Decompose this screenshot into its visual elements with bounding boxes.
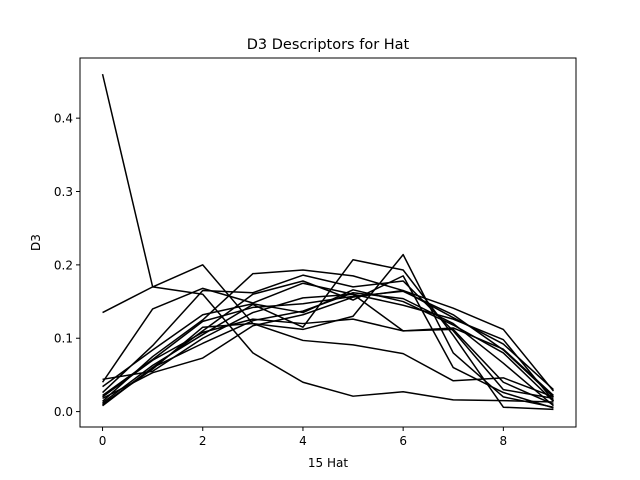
- y-tick-label: 0.0: [54, 405, 73, 419]
- y-tick-label: 0.2: [54, 258, 73, 272]
- x-axis-title: 15 Hat: [308, 456, 348, 470]
- series-line-8: [102, 289, 555, 400]
- series-line-5: [102, 269, 554, 402]
- series-line-14: [102, 292, 554, 407]
- y-axis-title: D3: [29, 234, 43, 251]
- y-tick-label: 0.3: [54, 185, 73, 199]
- y-tick-label: 0.4: [54, 112, 73, 126]
- series-line-6: [102, 274, 554, 400]
- x-tick-label: 0: [99, 434, 107, 448]
- series-layer: [101, 73, 555, 411]
- series-line-13: [102, 290, 554, 398]
- x-tick-label: 4: [299, 434, 307, 448]
- series-line-7: [102, 253, 554, 408]
- series-line-1: [101, 73, 554, 403]
- series-line-12: [102, 258, 554, 411]
- chart-title: D3 Descriptors for Hat: [247, 37, 410, 53]
- y-tick-label: 0.1: [54, 332, 73, 346]
- x-tick-label: 2: [199, 434, 207, 448]
- series-line-11: [102, 318, 554, 398]
- plot-area-frame: [79, 57, 577, 428]
- series-line-3: [101, 282, 554, 405]
- x-tick-label: 8: [500, 434, 508, 448]
- x-tick-label: 6: [399, 434, 407, 448]
- ticks-layer: 0 2 4 6 8 0.0 0.1 0.2 0.3 0.4: [54, 112, 507, 448]
